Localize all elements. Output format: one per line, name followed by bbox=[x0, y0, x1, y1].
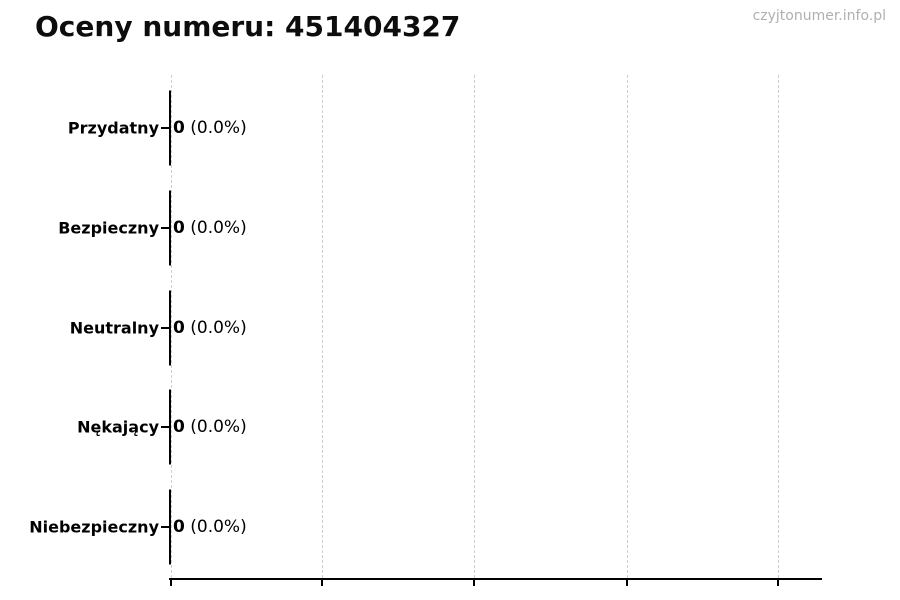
value-annotation: 0 (0.0%) bbox=[173, 218, 247, 238]
category-label: Niebezpieczny bbox=[29, 517, 159, 537]
bar-zero-value bbox=[169, 190, 171, 266]
value-percent: (0.0%) bbox=[190, 118, 247, 138]
y-axis-tick bbox=[161, 327, 170, 329]
gridline bbox=[322, 75, 323, 578]
value-percent: (0.0%) bbox=[190, 318, 247, 338]
x-axis-tick bbox=[170, 580, 172, 586]
value-count: 0 bbox=[173, 318, 185, 338]
y-axis-tick bbox=[161, 227, 170, 229]
value-count: 0 bbox=[173, 517, 185, 537]
x-axis-tick bbox=[321, 580, 323, 586]
value-count: 0 bbox=[173, 118, 185, 138]
gridline bbox=[171, 75, 172, 578]
value-count: 0 bbox=[173, 417, 185, 437]
category-label: Przydatny bbox=[67, 118, 159, 138]
value-percent: (0.0%) bbox=[190, 218, 247, 238]
gridline bbox=[778, 75, 779, 578]
value-percent: (0.0%) bbox=[190, 417, 247, 437]
bar-zero-value bbox=[169, 290, 171, 366]
value-annotation: 0 (0.0%) bbox=[173, 318, 247, 338]
gridline bbox=[474, 75, 475, 578]
category-label: Bezpieczny bbox=[58, 218, 159, 238]
x-axis-tick bbox=[473, 580, 475, 586]
x-axis-line bbox=[169, 578, 822, 580]
bar-zero-value bbox=[169, 389, 171, 465]
category-label: Nękający bbox=[77, 417, 159, 437]
y-axis-tick bbox=[161, 526, 170, 528]
y-axis-tick bbox=[161, 426, 170, 428]
category-label: Neutralny bbox=[69, 318, 159, 338]
x-axis-tick bbox=[626, 580, 628, 586]
bar-zero-value bbox=[169, 489, 171, 565]
value-percent: (0.0%) bbox=[190, 517, 247, 537]
watermark: czyjtonumer.info.pl bbox=[752, 8, 886, 24]
y-axis-tick bbox=[161, 127, 170, 129]
value-count: 0 bbox=[173, 218, 185, 238]
gridline bbox=[627, 75, 628, 578]
chart-title: Oceny numeru: 451404327 bbox=[35, 10, 461, 43]
value-annotation: 0 (0.0%) bbox=[173, 517, 247, 537]
x-axis-tick bbox=[777, 580, 779, 586]
value-annotation: 0 (0.0%) bbox=[173, 417, 247, 437]
value-annotation: 0 (0.0%) bbox=[173, 118, 247, 138]
bar-zero-value bbox=[169, 90, 171, 166]
